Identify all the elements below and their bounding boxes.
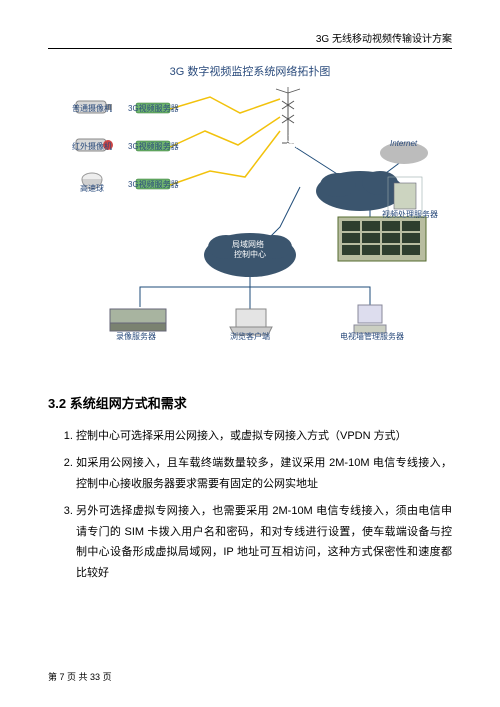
label-svc-a: 3G视频服务器	[128, 103, 179, 114]
label-rec: 录像服务器	[116, 331, 156, 342]
section-heading: 3.2 系统组网方式和需求	[48, 393, 452, 412]
label-svc-c: 3G视频服务器	[128, 179, 179, 190]
label-vps: 视频处理服务器	[382, 209, 438, 220]
section-title: 系统组网方式和需求	[70, 396, 187, 411]
footer-mid: 页 共	[65, 672, 91, 682]
label-ir-cam: 红外摄像机	[72, 141, 112, 152]
footer-suffix: 页	[100, 672, 112, 682]
label-client: 浏览客户端	[230, 331, 270, 342]
list-item: 控制中心可选择采用公网接入，或虚拟专网接入方式（VPDN 方式）	[76, 426, 452, 447]
label-internet: Internet	[390, 139, 417, 148]
header-title: 3G 无线移动视频传输设计方案	[316, 34, 452, 45]
recorder-server-icon	[110, 309, 166, 331]
list-item: 另外可选择虚拟专网接入，也需要采用 2M-10M 电信专线接入，须由电信申请专门…	[76, 501, 452, 585]
label-dome: 高速球	[80, 183, 104, 194]
label-carrier: 3G运营商网络	[276, 139, 327, 150]
page-footer: 第 7 页 共 33 页	[48, 670, 112, 683]
label-normal-cam: 普通摄像机	[72, 103, 112, 114]
footer-total: 33	[90, 672, 100, 682]
section-number: 3.2	[48, 396, 66, 411]
page-header: 3G 无线移动视频传输设计方案	[48, 30, 452, 49]
tv-wall-icon	[338, 217, 426, 261]
list-item: 如采用公网接入，且车载终端数量较多，建议采用 2M-10M 电信专线接入，控制中…	[76, 453, 452, 495]
wall-mgr-server-icon	[354, 305, 386, 333]
footer-prefix: 第	[48, 672, 60, 682]
diagram-svg	[70, 87, 430, 367]
network-topology-diagram: 3G 数字视频监控系统网络拓扑图	[70, 63, 430, 363]
label-ctrl: 控制中心	[234, 249, 266, 260]
label-wall-mgr: 电视墙管理服务器	[340, 331, 404, 342]
label-svc-b: 3G视频服务器	[128, 141, 179, 152]
diagram-title: 3G 数字视频监控系统网络拓扑图	[70, 63, 430, 79]
requirements-list: 控制中心可选择采用公网接入，或虚拟专网接入方式（VPDN 方式） 如采用公网接入…	[48, 426, 452, 584]
